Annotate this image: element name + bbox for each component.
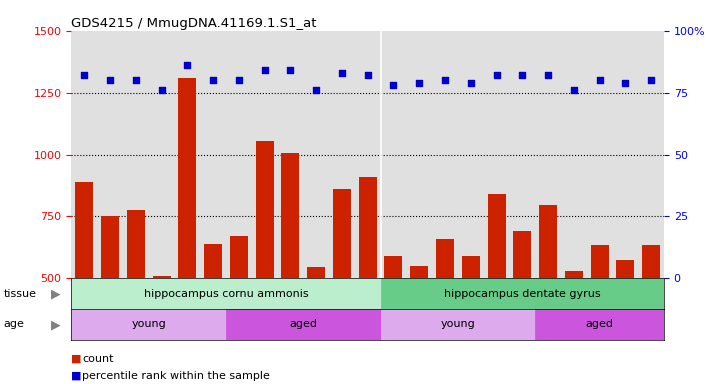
Bar <box>384 256 403 384</box>
Bar <box>539 205 557 384</box>
Bar <box>71 278 381 309</box>
Text: young: young <box>441 319 476 329</box>
Bar <box>488 194 506 384</box>
Point <box>517 72 528 78</box>
Point <box>439 77 451 83</box>
Bar <box>101 217 119 384</box>
Point <box>233 77 245 83</box>
Text: aged: aged <box>585 319 613 329</box>
Text: young: young <box>131 319 166 329</box>
Point <box>156 87 167 93</box>
Text: ■: ■ <box>71 354 82 364</box>
Bar <box>71 309 226 340</box>
Point <box>207 77 218 83</box>
Bar <box>642 245 660 384</box>
Point <box>620 79 631 86</box>
Bar <box>307 267 325 384</box>
Bar <box>411 266 428 384</box>
Point <box>104 77 116 83</box>
Point <box>645 77 657 83</box>
Point <box>465 79 476 86</box>
Bar <box>536 309 664 340</box>
Point <box>311 87 322 93</box>
Bar <box>204 244 222 384</box>
Text: ■: ■ <box>71 371 82 381</box>
Point <box>362 72 373 78</box>
Bar <box>513 231 531 384</box>
Point <box>568 87 580 93</box>
Bar <box>616 260 635 384</box>
Text: aged: aged <box>289 319 317 329</box>
Bar <box>462 256 480 384</box>
Bar <box>153 276 171 384</box>
Point <box>259 67 271 73</box>
Text: age: age <box>4 319 24 329</box>
Bar <box>590 245 608 384</box>
Bar <box>381 278 664 309</box>
Bar <box>230 236 248 384</box>
Bar <box>127 210 145 384</box>
Bar <box>565 271 583 384</box>
Text: tissue: tissue <box>4 289 36 299</box>
Bar <box>333 189 351 384</box>
Bar <box>281 153 299 384</box>
Bar <box>75 182 94 384</box>
Point <box>388 82 399 88</box>
Point <box>413 79 425 86</box>
Point <box>181 62 193 68</box>
Text: GDS4215 / MmugDNA.41169.1.S1_at: GDS4215 / MmugDNA.41169.1.S1_at <box>71 17 316 30</box>
Text: ▶: ▶ <box>51 287 61 300</box>
Bar <box>178 78 196 384</box>
Point <box>491 72 502 78</box>
Point <box>79 72 90 78</box>
Point <box>285 67 296 73</box>
Text: ▶: ▶ <box>51 318 61 331</box>
Text: hippocampus dentate gyrus: hippocampus dentate gyrus <box>444 289 600 299</box>
Bar <box>358 177 377 384</box>
Point <box>594 77 605 83</box>
Point <box>130 77 141 83</box>
Point <box>336 70 348 76</box>
Text: count: count <box>82 354 114 364</box>
Bar <box>226 309 381 340</box>
Bar <box>436 239 454 384</box>
Point <box>543 72 554 78</box>
Bar <box>256 141 273 384</box>
Text: hippocampus cornu ammonis: hippocampus cornu ammonis <box>144 289 308 299</box>
Bar <box>381 309 536 340</box>
Text: percentile rank within the sample: percentile rank within the sample <box>82 371 270 381</box>
